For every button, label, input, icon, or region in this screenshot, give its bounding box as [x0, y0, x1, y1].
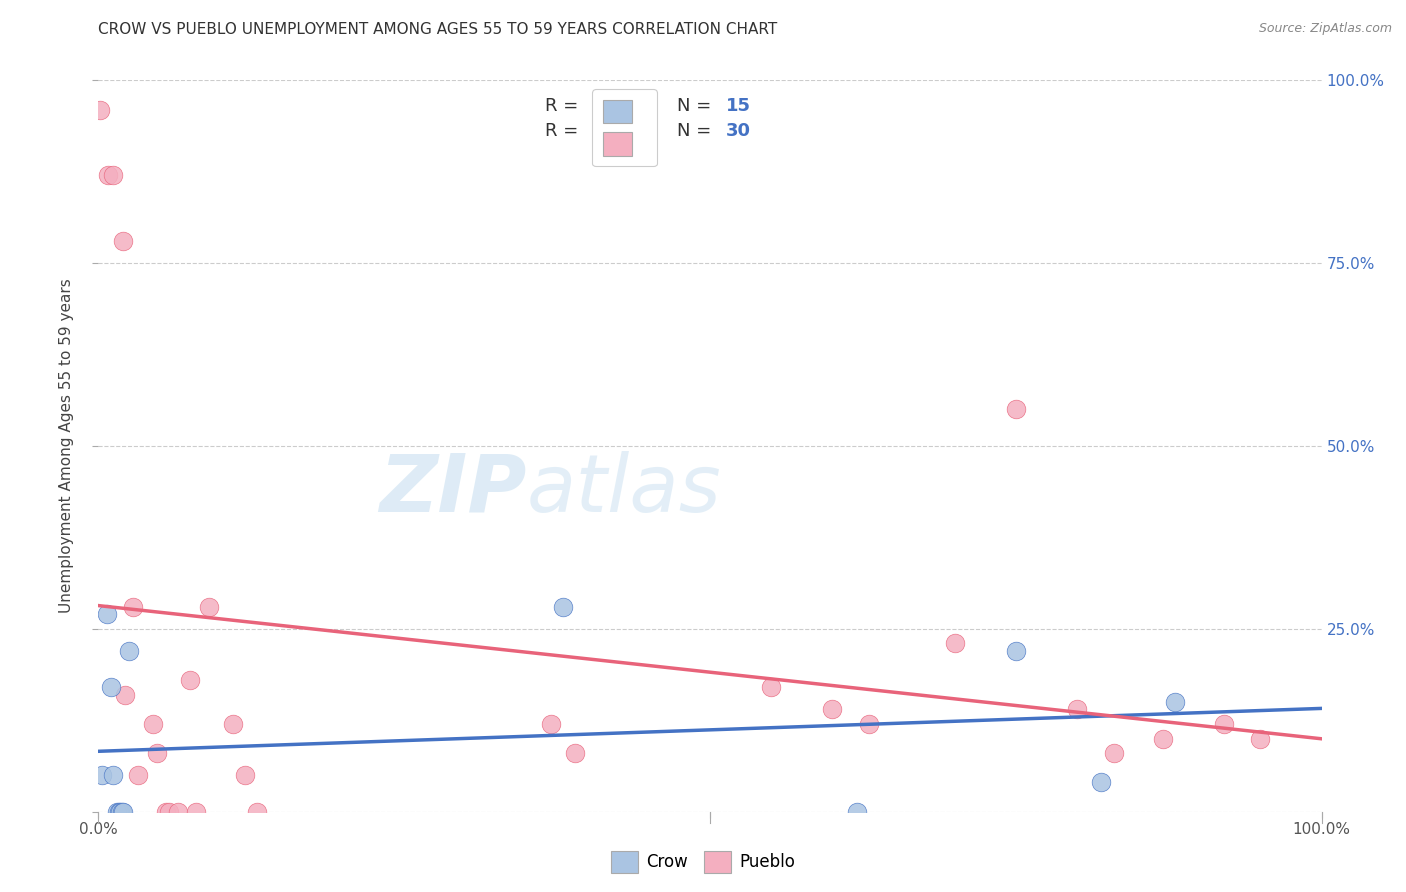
Point — [222, 717, 245, 731]
Text: 0.245: 0.245 — [600, 97, 657, 115]
Text: 30: 30 — [725, 122, 751, 140]
Point — [101, 768, 124, 782]
Point — [186, 805, 208, 819]
Text: 15: 15 — [725, 97, 751, 115]
Text: N =: N = — [678, 122, 717, 140]
Point — [943, 636, 966, 650]
Point — [761, 681, 783, 695]
Point — [197, 599, 219, 614]
Point — [110, 805, 132, 819]
Point — [1164, 695, 1187, 709]
Point — [858, 717, 880, 731]
Text: atlas: atlas — [526, 450, 721, 529]
Point — [1090, 775, 1112, 789]
Point — [246, 805, 269, 819]
Point — [155, 805, 177, 819]
Point — [105, 805, 128, 819]
Text: Source: ZipAtlas.com: Source: ZipAtlas.com — [1258, 22, 1392, 36]
Legend: , : , — [592, 89, 657, 167]
Point — [100, 681, 122, 695]
Text: ZIP: ZIP — [380, 450, 526, 529]
Point — [179, 673, 201, 687]
Point — [540, 717, 562, 731]
Point — [1249, 731, 1271, 746]
Point — [157, 805, 180, 819]
Point — [1004, 402, 1026, 417]
Point — [845, 805, 868, 819]
Text: CROW VS PUEBLO UNEMPLOYMENT AMONG AGES 55 TO 59 YEARS CORRELATION CHART: CROW VS PUEBLO UNEMPLOYMENT AMONG AGES 5… — [98, 22, 778, 37]
Y-axis label: Unemployment Among Ages 55 to 59 years: Unemployment Among Ages 55 to 59 years — [59, 278, 75, 614]
Point — [1152, 731, 1174, 746]
Point — [101, 169, 124, 183]
Point — [108, 805, 131, 819]
Point — [233, 768, 256, 782]
Point — [1212, 717, 1234, 731]
Point — [121, 599, 143, 614]
Point — [118, 644, 141, 658]
Point — [1004, 644, 1026, 658]
Text: R =: R = — [546, 122, 583, 140]
Legend: Crow, Pueblo: Crow, Pueblo — [605, 845, 801, 880]
Text: N =: N = — [678, 97, 717, 115]
Point — [821, 702, 844, 716]
Point — [114, 688, 136, 702]
Point — [96, 607, 118, 622]
Point — [564, 746, 586, 760]
Point — [127, 768, 149, 782]
Text: R =: R = — [546, 97, 583, 115]
Point — [91, 768, 114, 782]
Point — [89, 103, 111, 117]
Point — [146, 746, 169, 760]
Point — [142, 717, 165, 731]
Point — [167, 805, 190, 819]
Point — [111, 234, 134, 248]
Point — [111, 805, 134, 819]
Point — [553, 599, 575, 614]
Point — [97, 169, 120, 183]
Point — [1066, 702, 1088, 716]
Text: 0.003: 0.003 — [600, 122, 657, 140]
Point — [1102, 746, 1125, 760]
Point — [111, 805, 134, 819]
